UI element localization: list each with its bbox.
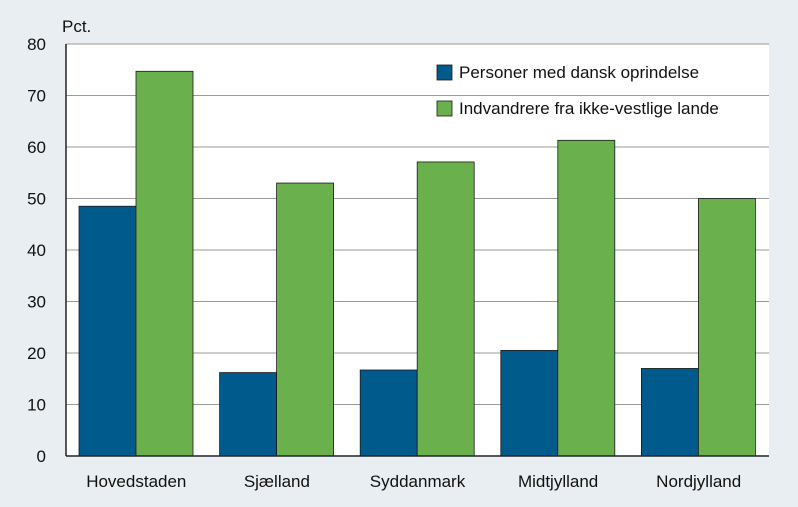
bar	[276, 182, 335, 457]
y-tick-label: 60	[27, 138, 46, 157]
x-tick-label: Midtjylland	[518, 472, 598, 491]
y-tick-label: 50	[27, 190, 46, 209]
axis-layer: 0 10 20 30 40 50 60 70 80 Hovedstaden Sjælland Sydd…	[27, 35, 769, 491]
legend: Personer med dansk oprindelse Indvandrere…	[436, 63, 719, 118]
bar	[416, 161, 475, 457]
legend-swatch	[436, 64, 453, 81]
y-tick-label: 70	[27, 87, 46, 106]
bars-layer	[78, 70, 756, 457]
y-tick-label: 20	[27, 344, 46, 363]
bar	[557, 139, 616, 457]
bar	[698, 198, 756, 457]
y-tick-label: 80	[27, 35, 46, 54]
x-tick-label: Syddanmark	[370, 472, 466, 491]
legend-swatch	[436, 100, 453, 117]
bar	[219, 372, 278, 457]
bar	[78, 205, 137, 457]
bar	[135, 70, 194, 457]
legend-label: Personer med dansk oprindelse	[459, 63, 699, 82]
bar	[500, 350, 559, 457]
legend-label: Indvandrere fra ikke-vestlige lande	[459, 99, 719, 118]
bar	[641, 368, 699, 457]
x-tick-label: Sjælland	[244, 472, 310, 491]
y-tick-label: 0	[37, 447, 46, 466]
y-axis-label: Pct.	[62, 17, 91, 36]
y-tick-label: 10	[27, 396, 46, 415]
y-tick-label: 30	[27, 293, 46, 312]
y-tick-label: 40	[27, 241, 46, 260]
x-tick-label: Hovedstaden	[86, 472, 186, 491]
bar	[359, 369, 418, 457]
x-tick-label: Nordjylland	[656, 472, 741, 491]
